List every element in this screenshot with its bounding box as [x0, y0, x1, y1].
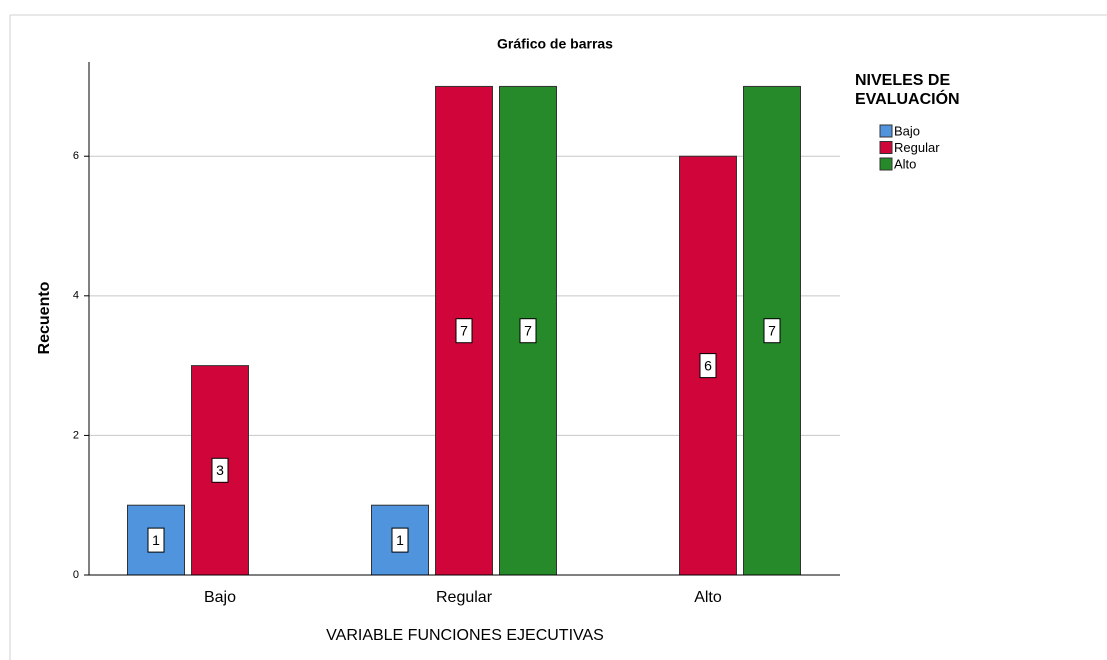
- y-tick-label: 2: [73, 429, 79, 441]
- legend-label: Bajo: [894, 123, 920, 138]
- legend-swatch: [879, 157, 893, 171]
- y-tick-label: 4: [73, 290, 79, 302]
- x-axis-label: VARIABLE FUNCIONES EJECUTIVAS: [326, 627, 604, 644]
- y-tick-label: 0: [73, 569, 79, 581]
- value-label: 7: [524, 322, 532, 338]
- value-label-box: [147, 527, 165, 553]
- legend-label: Alto: [894, 156, 916, 171]
- value-label-box: [455, 318, 473, 344]
- x-tick-label: Alto: [694, 589, 722, 606]
- value-label: 1: [152, 532, 160, 548]
- value-label: 7: [460, 322, 468, 338]
- value-label-box: [211, 457, 229, 483]
- value-label-box: [391, 527, 409, 553]
- value-label-box: [699, 353, 717, 379]
- value-label: 1: [396, 532, 404, 548]
- y-axis-label: Recuento: [36, 281, 53, 354]
- x-tick-label: Bajo: [204, 589, 236, 606]
- y-tick-label: 6: [73, 150, 79, 162]
- value-label: 3: [216, 462, 224, 478]
- legend-swatch: [879, 124, 893, 138]
- value-label-box: [519, 318, 537, 344]
- value-label-box: [763, 318, 781, 344]
- value-label: 6: [704, 357, 712, 373]
- legend-title: EVALUACIÓN: [855, 89, 960, 108]
- chart-title: Gráfico de barras: [497, 36, 613, 52]
- legend-label: Regular: [894, 140, 940, 155]
- x-tick-label: Regular: [436, 589, 493, 606]
- legend-title: NIVELES DE: [855, 72, 950, 89]
- value-label: 7: [768, 322, 776, 338]
- legend-swatch: [879, 141, 893, 154]
